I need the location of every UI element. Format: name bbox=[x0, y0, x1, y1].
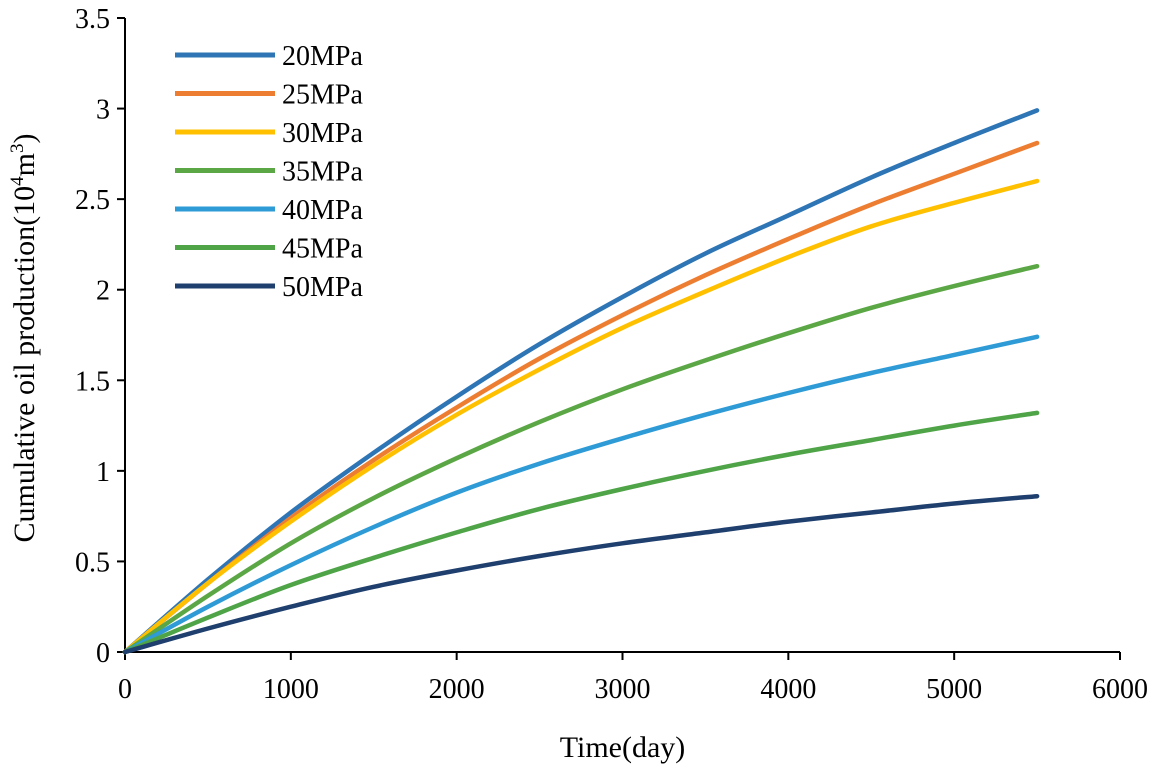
x-tick-label: 6000 bbox=[1092, 674, 1148, 705]
y-tick-label: 3.5 bbox=[75, 4, 110, 35]
y-axis-title-suffix: ) bbox=[8, 134, 41, 144]
series-lines bbox=[122, 108, 1040, 655]
x-tick-label: 5000 bbox=[926, 674, 982, 705]
x-tick-label: 0 bbox=[118, 674, 132, 705]
x-tick-label: 4000 bbox=[760, 674, 816, 705]
legend-label: 35MPa bbox=[282, 157, 363, 188]
y-tick-label: 2.5 bbox=[75, 185, 110, 216]
y-tick-label: 1 bbox=[96, 457, 110, 488]
y-axis-title-sup1: 4 bbox=[7, 176, 28, 186]
axes: 0 1000 2000 3000 4000 5000 6000 0 0.5 1 1.5 2 2.5 3 3… bbox=[75, 4, 1148, 705]
y-tick-label: 0 bbox=[96, 638, 110, 669]
x-tick-label: 1000 bbox=[263, 674, 319, 705]
y-axis-title-mid: m bbox=[8, 153, 41, 176]
series-line-25MPa bbox=[122, 140, 1040, 655]
y-tick-label: 3 bbox=[96, 95, 110, 126]
x-tick-label: 2000 bbox=[429, 674, 485, 705]
x-tick-label: 3000 bbox=[595, 674, 651, 705]
legend: 20MPa 25MPa 30MPa 35MPa 40MPa 45MPa 50MPa bbox=[175, 41, 363, 303]
series-line-40MPa bbox=[122, 334, 1040, 655]
y-tick-label: 1.5 bbox=[75, 366, 110, 397]
x-axis-title: Time(day) bbox=[560, 731, 686, 764]
legend-label: 50MPa bbox=[282, 272, 363, 303]
y-axis-title-sup2: 3 bbox=[7, 144, 28, 154]
y-tick-label: 0.5 bbox=[75, 547, 110, 578]
x-axis-ticks: 0 1000 2000 3000 4000 5000 6000 bbox=[118, 652, 1148, 705]
legend-label: 45MPa bbox=[282, 234, 363, 265]
y-axis-title: Cumulative oil production(104m3) bbox=[7, 134, 41, 543]
series-line-20MPa bbox=[122, 108, 1040, 655]
series-line-50MPa bbox=[122, 493, 1040, 655]
y-axis-title-prefix: Cumulative oil production(10 bbox=[8, 186, 41, 543]
series-line-45MPa bbox=[122, 410, 1040, 655]
y-tick-label: 2 bbox=[96, 276, 110, 307]
legend-label: 30MPa bbox=[282, 118, 363, 149]
legend-label: 40MPa bbox=[282, 195, 363, 226]
series-line-35MPa bbox=[122, 263, 1040, 655]
legend-label: 20MPa bbox=[282, 41, 363, 72]
y-axis-ticks: 0 0.5 1 1.5 2 2.5 3 3.5 bbox=[75, 4, 125, 669]
legend-label: 25MPa bbox=[282, 80, 363, 111]
series-line-30MPa bbox=[122, 178, 1040, 655]
